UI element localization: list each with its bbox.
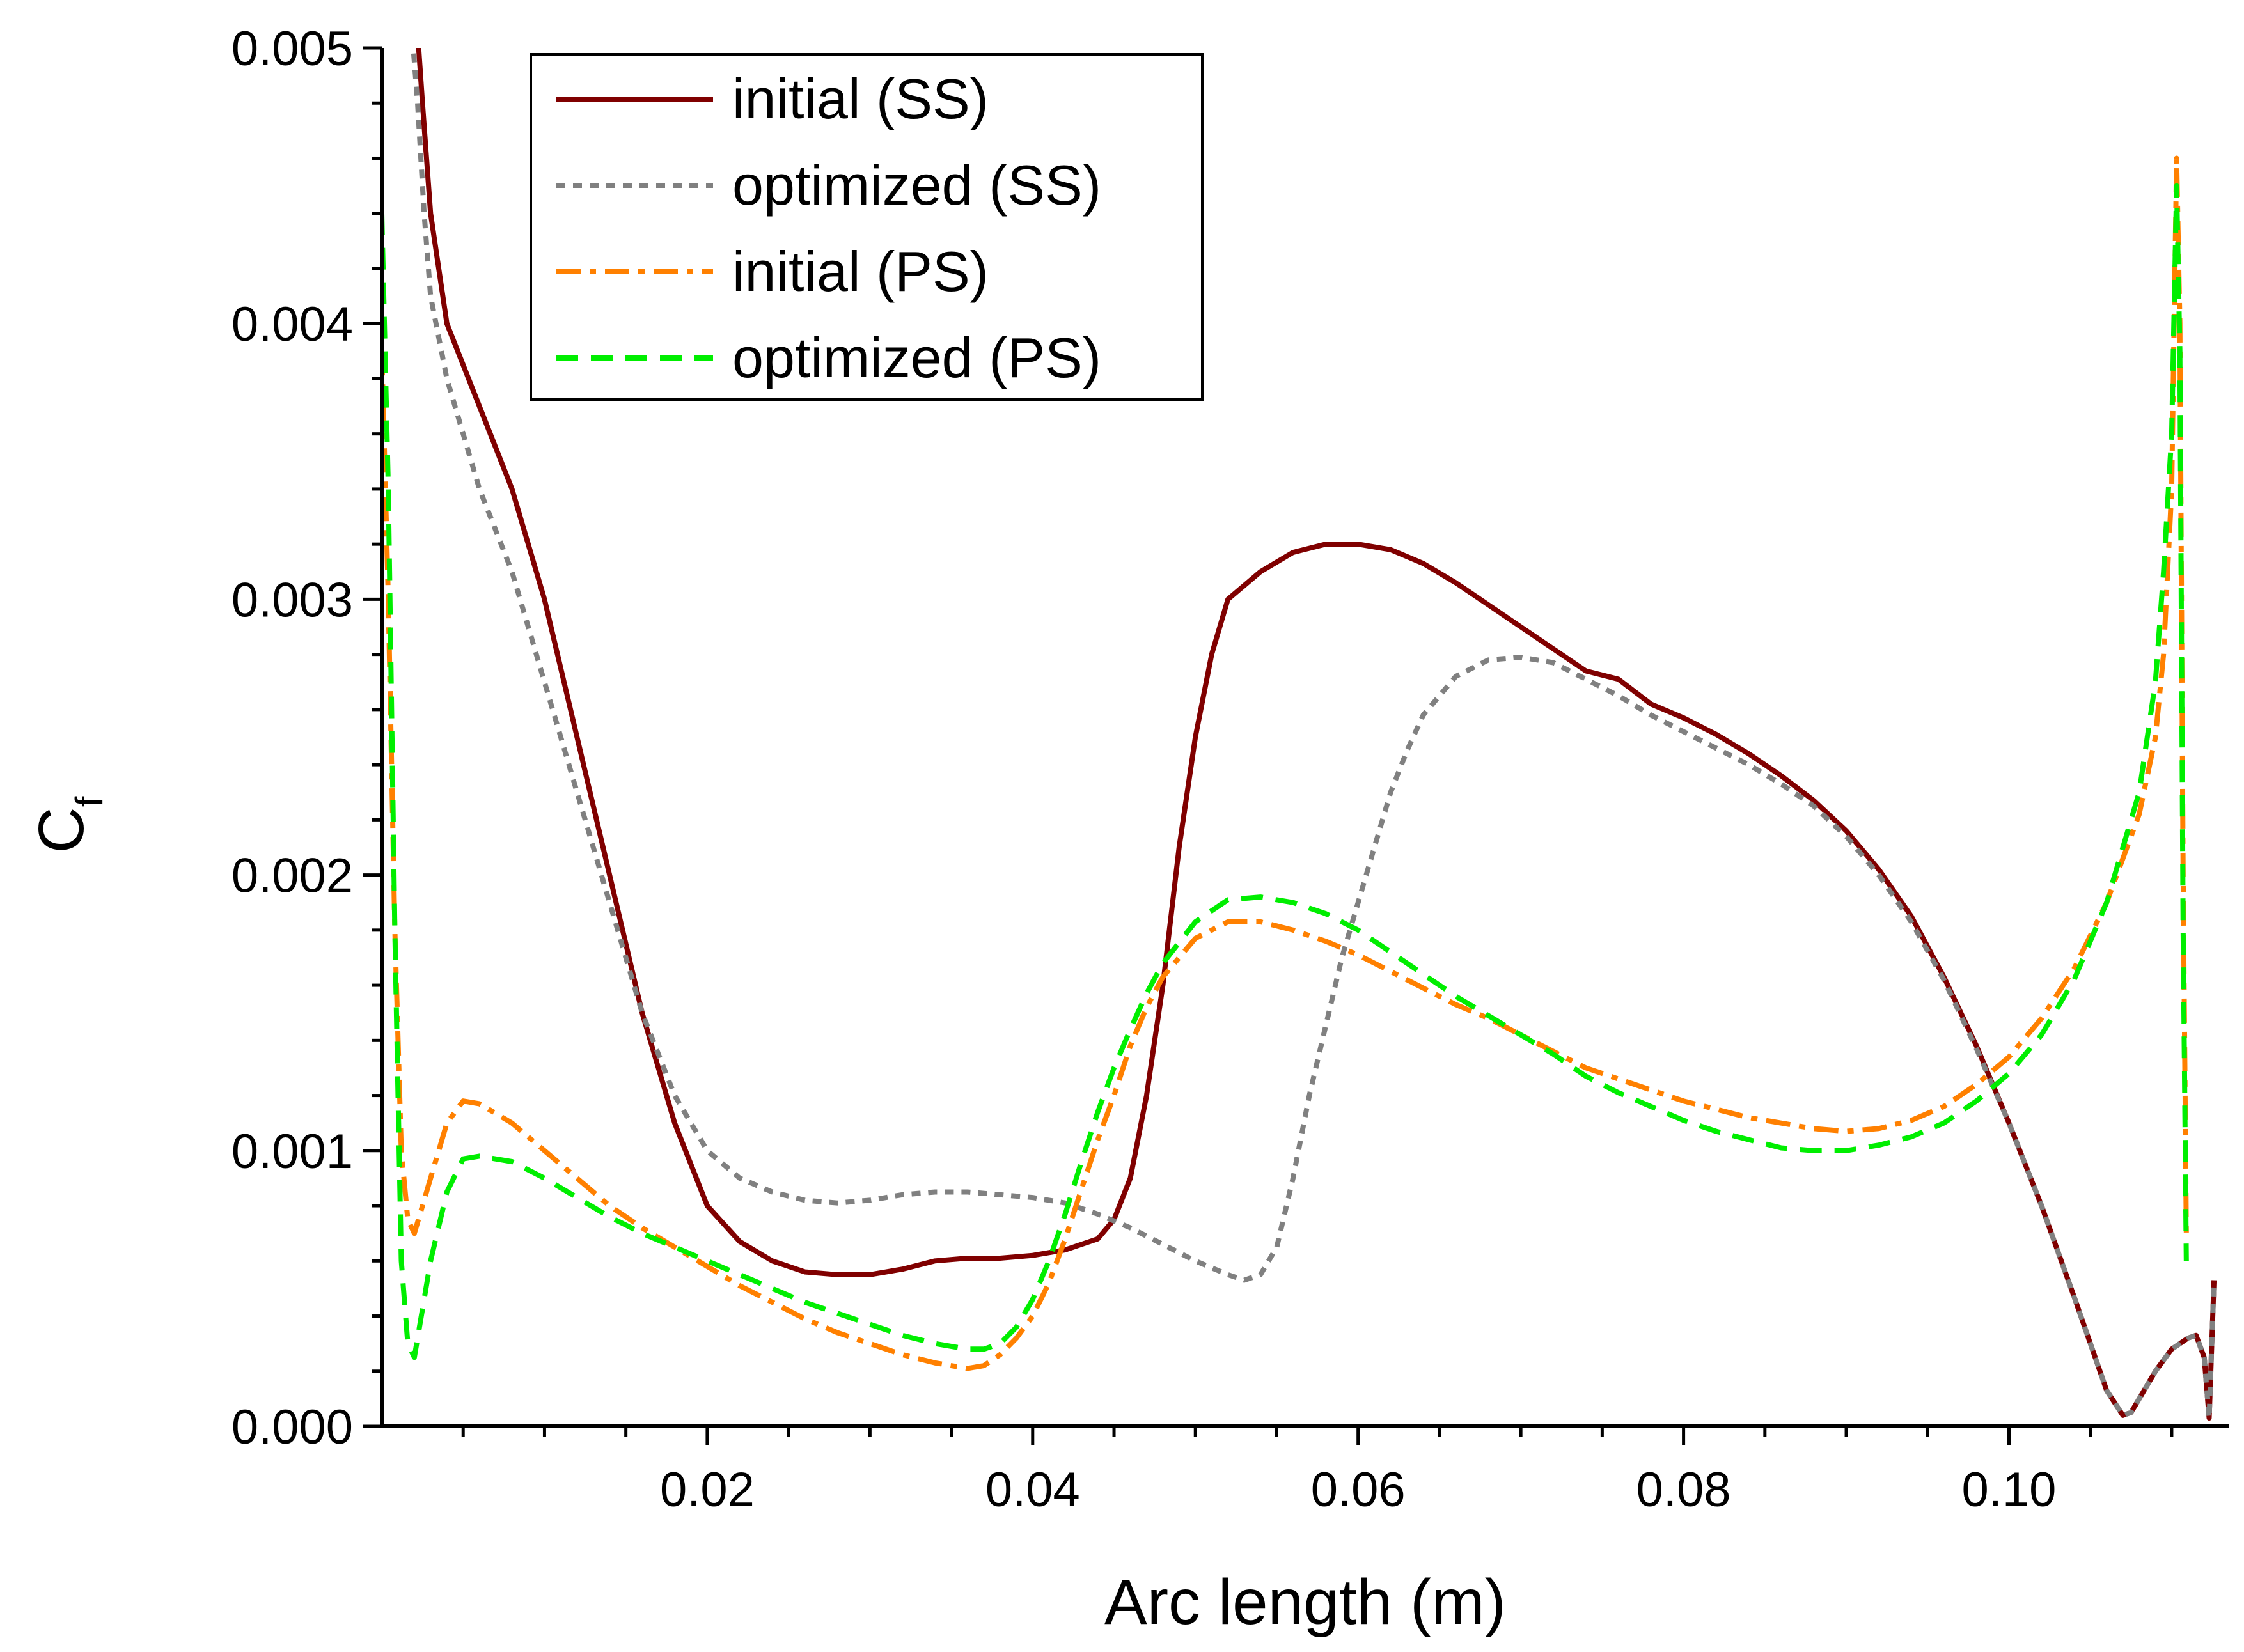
y-axis-title-subscript: f <box>68 796 111 807</box>
legend-box <box>530 53 1204 401</box>
legend: initial (SS) optimized (SS) initial (PS) op… <box>530 53 1204 401</box>
x-tick-label: 0.06 <box>1311 1463 1406 1517</box>
y-axis-title-main: C <box>26 807 97 853</box>
x-axis-ticks: 0.02 0.04 0.06 0.08 0.10 <box>461 1426 2174 1517</box>
y-tick-label: 0.003 <box>231 573 353 627</box>
y-tick-label: 0.001 <box>231 1125 353 1179</box>
legend-label-0: initial (SS) <box>732 67 989 130</box>
y-tick-label: 0.004 <box>231 297 353 352</box>
plot-series <box>382 48 2217 1421</box>
series-line-2 <box>382 155 2189 1371</box>
y-axis-title: Cf <box>26 796 111 853</box>
legend-label-3: optimized (PS) <box>732 326 1101 389</box>
x-tick-label: 0.10 <box>1962 1463 2057 1517</box>
y-axis-ticks: 0.000 0.001 0.002 0.003 0.004 0.005 <box>231 22 382 1454</box>
y-tick-label: 0.002 <box>231 849 353 903</box>
y-tick-label: 0.000 <box>231 1400 353 1454</box>
y-tick-label: 0.005 <box>231 22 353 76</box>
legend-label-1: optimized (SS) <box>732 153 1101 217</box>
series-line-3 <box>382 183 2189 1360</box>
x-axis-title: Arc length (m) <box>1104 1566 1506 1638</box>
series-line-1 <box>411 48 2217 1421</box>
x-tick-label: 0.02 <box>660 1463 755 1517</box>
x-tick-label: 0.08 <box>1636 1463 1731 1517</box>
legend-label-2: initial (PS) <box>732 240 989 303</box>
x-tick-label: 0.04 <box>985 1463 1080 1517</box>
